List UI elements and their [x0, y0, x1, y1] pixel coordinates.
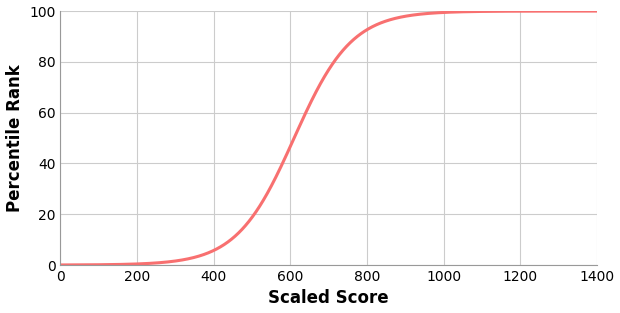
- X-axis label: Scaled Score: Scaled Score: [268, 290, 389, 307]
- Y-axis label: Percentile Rank: Percentile Rank: [6, 64, 24, 212]
